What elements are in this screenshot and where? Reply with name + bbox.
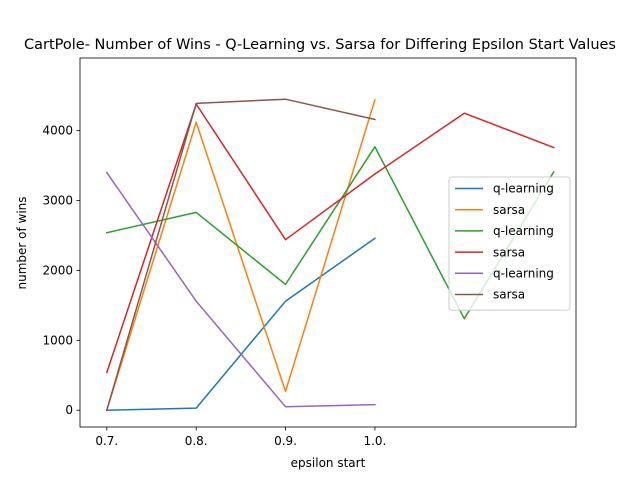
legend-label-4: sarsa [493, 245, 525, 259]
x-tick-label: 0.8. [185, 434, 208, 448]
legend-label-6: sarsa [493, 288, 525, 302]
legend: q-learning sarsa q-learning sarsa q-learning… [448, 176, 571, 311]
series-line-6 [105, 98, 376, 412]
series-layer [105, 98, 555, 412]
y-tick-label: 2000 [42, 263, 73, 277]
legend-label-5: q-learning [493, 267, 554, 281]
legend-label-3: q-learning [493, 224, 554, 238]
y-axis: 0 1000 2000 3000 4000 [42, 124, 80, 417]
series-line-2 [105, 98, 376, 412]
legend-label-2: sarsa [493, 203, 525, 217]
x-tick-label: 1.0. [363, 434, 386, 448]
x-tick-label: 0.7. [95, 434, 118, 448]
chart-title: CartPole- Number of Wins - Q-Learning vs… [24, 37, 616, 53]
y-tick-label: 3000 [42, 194, 73, 208]
series-line-5 [105, 171, 376, 408]
y-axis-label: number of wins [15, 196, 29, 289]
x-axis: 0.7. 0.8. 0.9. 1.0. [95, 427, 386, 448]
series-line-4 [105, 103, 555, 374]
y-tick-label: 0 [65, 403, 73, 417]
y-tick-label: 1000 [42, 333, 73, 347]
x-tick-label: 0.9. [274, 434, 297, 448]
y-tick-label: 4000 [42, 124, 73, 138]
legend-label-1: q-learning [493, 182, 554, 196]
x-axis-label: epsilon start [291, 456, 366, 470]
plot-area [79, 57, 577, 428]
axes-frame [79, 57, 577, 428]
